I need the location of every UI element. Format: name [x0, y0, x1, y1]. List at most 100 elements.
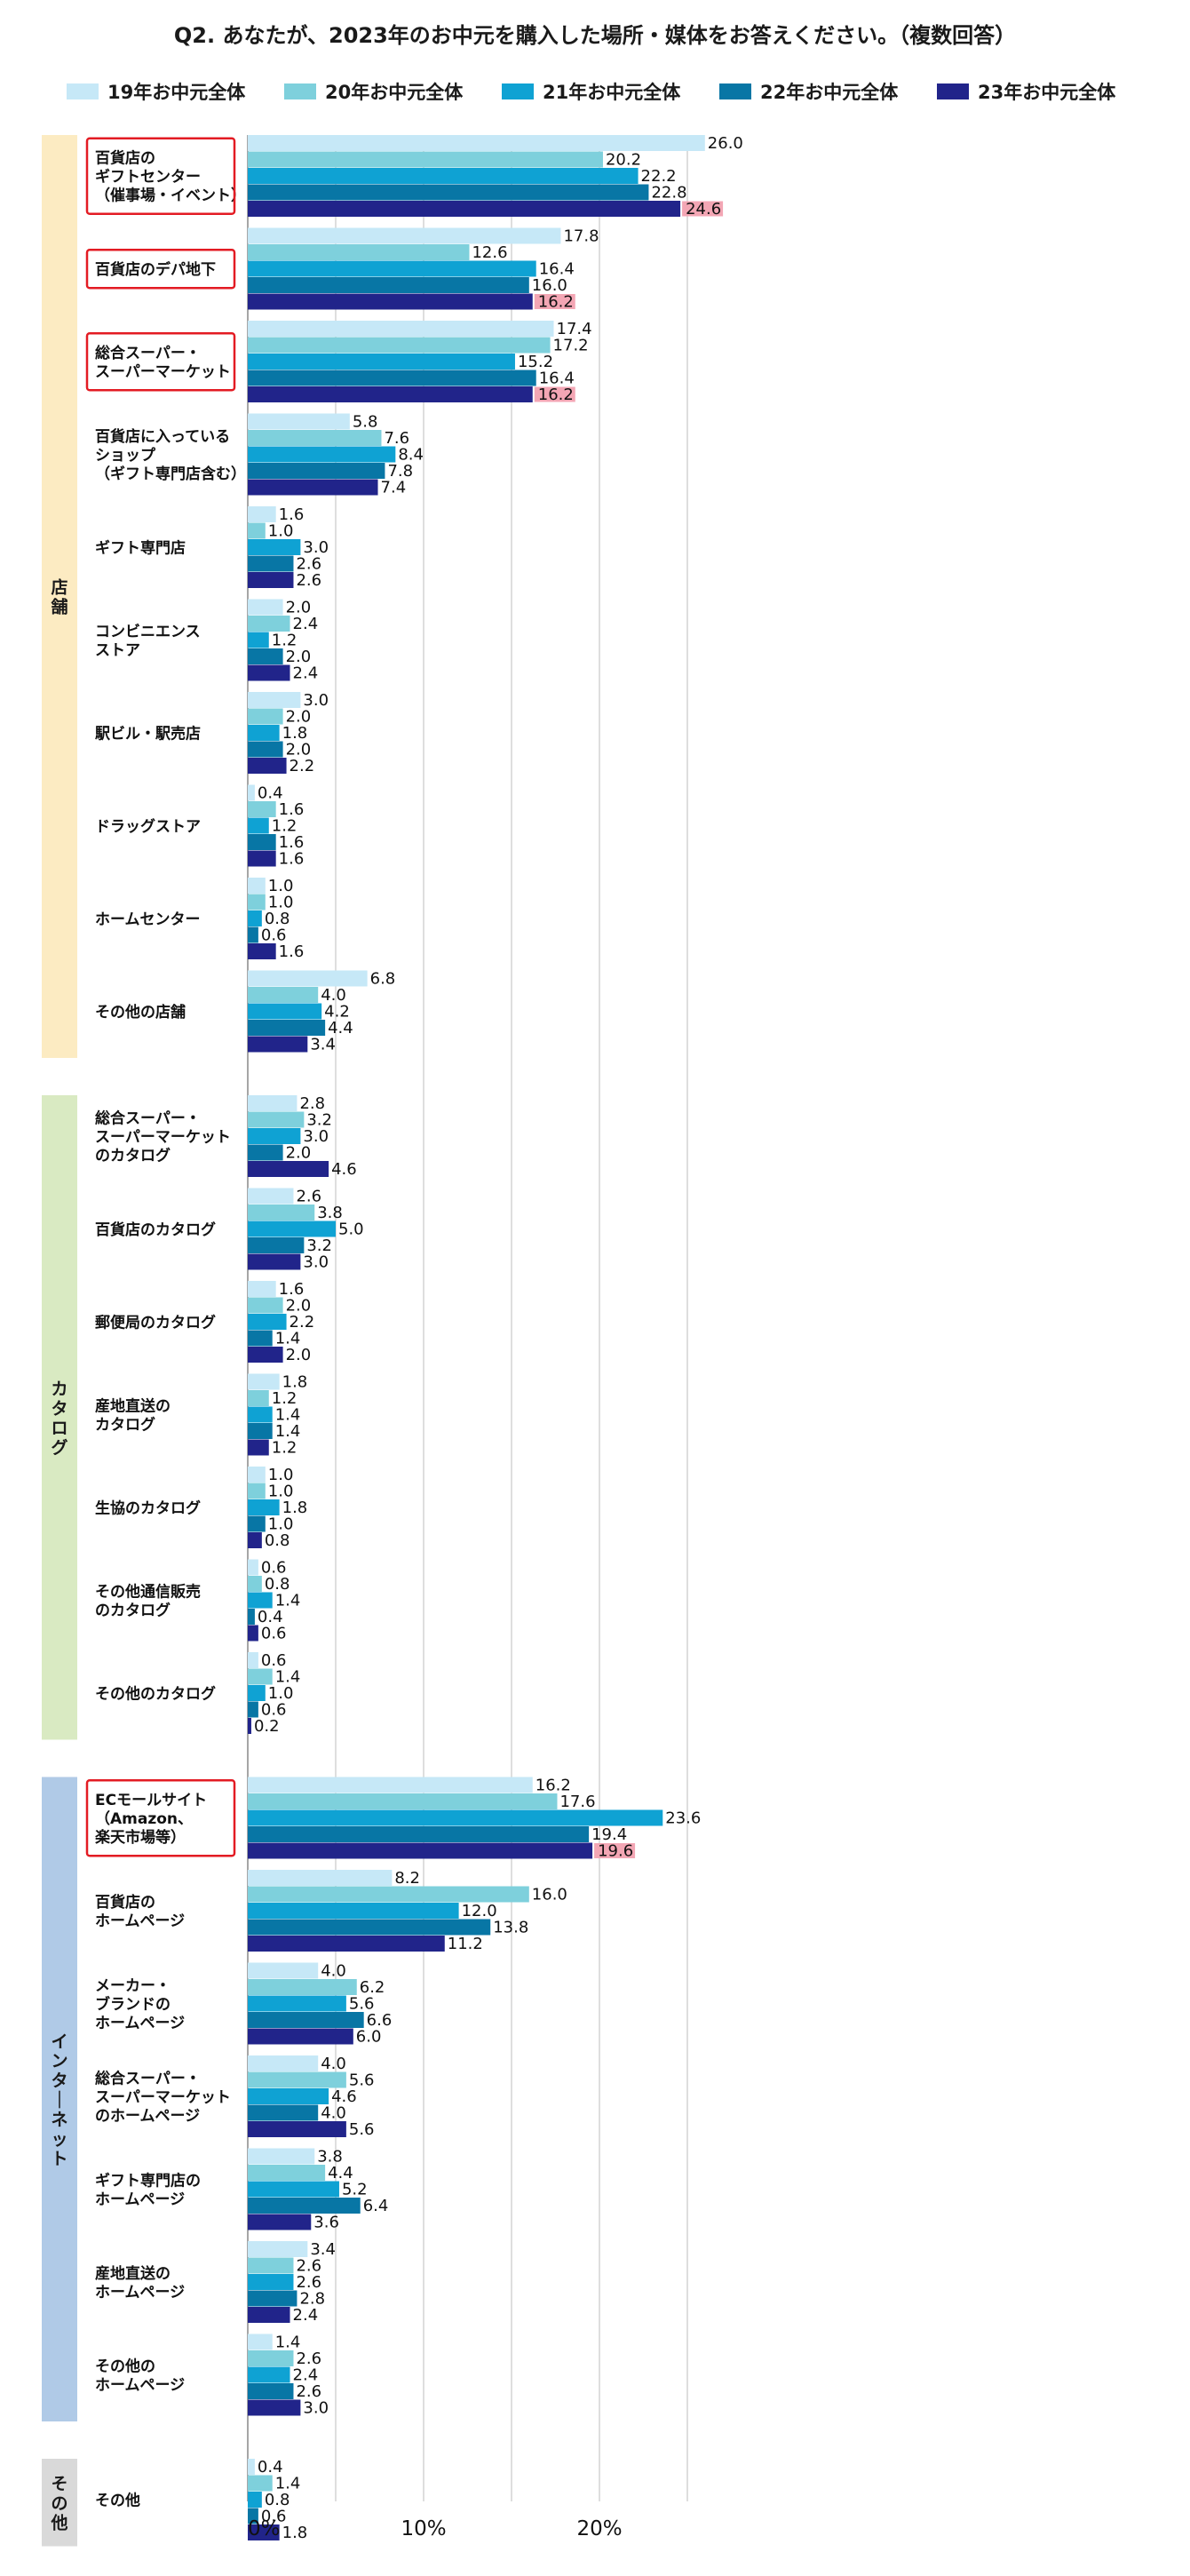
bar [248, 616, 290, 632]
value-label: 0.8 [265, 910, 290, 928]
category-label-text: 総合スーパー・スーパーマーケットのホームページ [95, 2069, 231, 2125]
bars: 26.020.222.222.824.617.812.616.416.016.2… [248, 134, 743, 2542]
bar [248, 1188, 294, 1205]
category-bars: 0.41.40.80.61.8 [248, 2458, 307, 2542]
category-bars: 1.81.21.41.41.2 [248, 1373, 307, 1458]
value-label: 5.8 [353, 413, 378, 432]
bar [248, 506, 276, 522]
value-label: 23.6 [665, 1809, 701, 1828]
value-label: 16.4 [539, 260, 575, 279]
legend-label: 19年お中元全体 [107, 82, 246, 103]
legend-label: 21年お中元全体 [543, 82, 681, 103]
bar [248, 293, 533, 310]
group-band-rect [42, 135, 77, 1058]
bar [248, 708, 283, 725]
category-label-text: その他 [95, 2491, 140, 2509]
category-bars: 16.217.6 23.6 19.419.6 [248, 1777, 701, 1861]
value-label: 5.0 [338, 1220, 364, 1239]
bar [248, 834, 276, 850]
category-label-text: 生協のカタログ [95, 1499, 201, 1517]
bar [248, 1128, 301, 1144]
value-label: 6.0 [356, 2028, 382, 2047]
value-label: 0.8 [265, 1531, 290, 1550]
bar [248, 1237, 305, 1253]
bar [248, 1003, 322, 1020]
bar [248, 227, 561, 244]
value-label: 1.0 [268, 1483, 294, 1501]
value-label: 7.4 [381, 479, 407, 497]
category-label: ギフト専門店のホームページ [95, 2171, 201, 2208]
bar [248, 446, 396, 463]
value-label: 4.0 [321, 2055, 346, 2073]
value-label: 4.4 [328, 2164, 353, 2182]
category-label-text: 郵便局のカタログ [95, 1313, 216, 1332]
category-label: 産地直送のカタログ [95, 1396, 171, 1434]
value-label: 0.8 [265, 1575, 290, 1594]
category-label: 百貨店に入っているショップ（ギフト専門店含む） [95, 427, 246, 483]
category-label-text: その他通信販売のカタログ [95, 1582, 201, 1619]
value-label: 1.6 [279, 850, 305, 869]
bar [248, 337, 551, 354]
value-label: 1.6 [279, 833, 305, 852]
bar [248, 1467, 266, 1483]
value-label: 16.4 [539, 370, 575, 388]
value-label: 2.0 [286, 1297, 312, 1316]
group-label: インタ｜ネット [51, 2031, 67, 2168]
bar [248, 370, 536, 386]
category-label-text: 総合スーパー・スーパーマーケット [95, 344, 231, 381]
value-label: 8.4 [398, 446, 424, 465]
bar [248, 2214, 312, 2230]
bar [248, 1842, 593, 1859]
value-label: 1.4 [275, 2334, 301, 2352]
bar [248, 1406, 273, 1423]
value-label: 2.6 [296, 2257, 321, 2276]
category-label: ECモールサイト（Amazon、楽天市場等） [85, 1779, 236, 1857]
bar [248, 2307, 290, 2323]
category-label-text: 産地直送のカタログ [95, 1396, 171, 1434]
value-label: 1.0 [268, 877, 294, 895]
bar [248, 664, 290, 681]
category-label-text: ドラッグストア [95, 817, 201, 836]
value-label: 19.6 [598, 1842, 633, 1861]
bar [248, 522, 266, 539]
value-label: 2.6 [296, 555, 321, 574]
value-label: 0.6 [261, 926, 287, 945]
bar [248, 850, 276, 867]
bar [248, 1995, 346, 2012]
bar [248, 479, 378, 496]
category-bars: 26.0 20.222.222.824.6 [248, 134, 743, 219]
value-label: 3.4 [310, 2240, 336, 2259]
value-label: 2.6 [296, 2382, 321, 2401]
highlight-box [85, 137, 236, 215]
value-label: 0.2 [254, 1717, 280, 1736]
x-tick-label: 0% [248, 2517, 281, 2540]
value-label: 4.0 [321, 986, 346, 1005]
value-label: 22.2 [641, 167, 677, 186]
bar [248, 1777, 533, 1793]
value-label: 16.2 [538, 293, 574, 312]
group-band: その他 [42, 2459, 77, 2547]
category-label-text: 百貨店のデパ地下 [95, 260, 216, 279]
bar [248, 632, 269, 648]
category-label: 生協のカタログ [95, 1499, 201, 1517]
category-label: その他通信販売のカタログ [95, 1582, 201, 1619]
bar [248, 2524, 280, 2540]
value-label: 0.8 [265, 2491, 290, 2509]
bar [248, 2257, 294, 2274]
category-labels: 百貨店のギフトセンター（催事場・イベント） 百貨店のデパ地下総合スーパー・スーパー… [85, 137, 246, 2509]
bar [248, 2241, 308, 2257]
group-band: インタ｜ネット [42, 1777, 77, 2421]
bar [248, 2508, 258, 2524]
value-label: 3.4 [310, 1036, 336, 1054]
bar [248, 572, 294, 588]
bar [248, 555, 294, 572]
bar [248, 910, 262, 926]
bar [248, 1870, 393, 1886]
value-label: 0.4 [258, 1608, 283, 1626]
bar [248, 1499, 280, 1515]
category-label-text: ギフト専門店 [95, 538, 186, 557]
value-label: 5.6 [349, 2071, 375, 2090]
group-band-rect [42, 2459, 77, 2547]
value-label: 1.2 [272, 632, 298, 650]
